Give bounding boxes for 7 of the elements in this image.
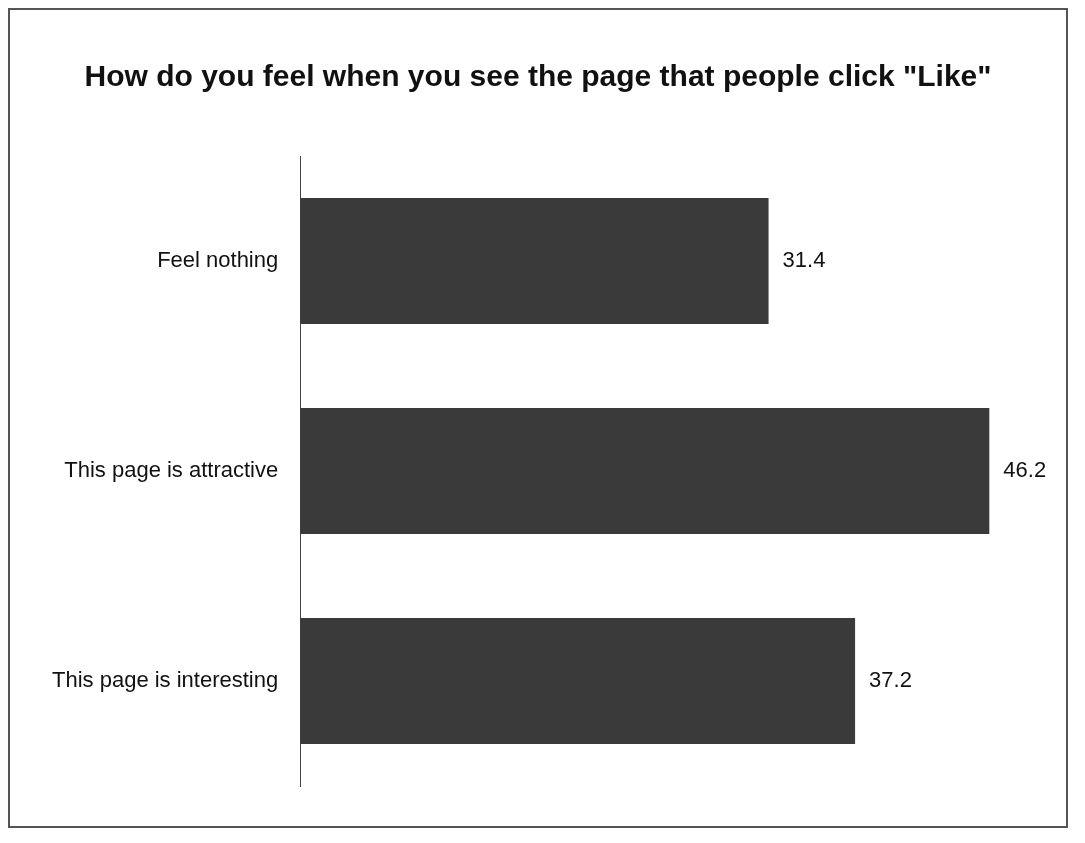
data-label: 46.2 (1003, 457, 1047, 483)
data-label: 31.4 (782, 247, 826, 273)
chart-title: How do you feel when you see the page that people click "Like" (84, 59, 992, 93)
y-tick-label: Feel nothing (157, 247, 279, 273)
y-tick-label: This page is interesting (52, 667, 279, 693)
data-label: 37.2 (869, 667, 912, 693)
y-tick-label: This page is attractive (64, 457, 279, 483)
